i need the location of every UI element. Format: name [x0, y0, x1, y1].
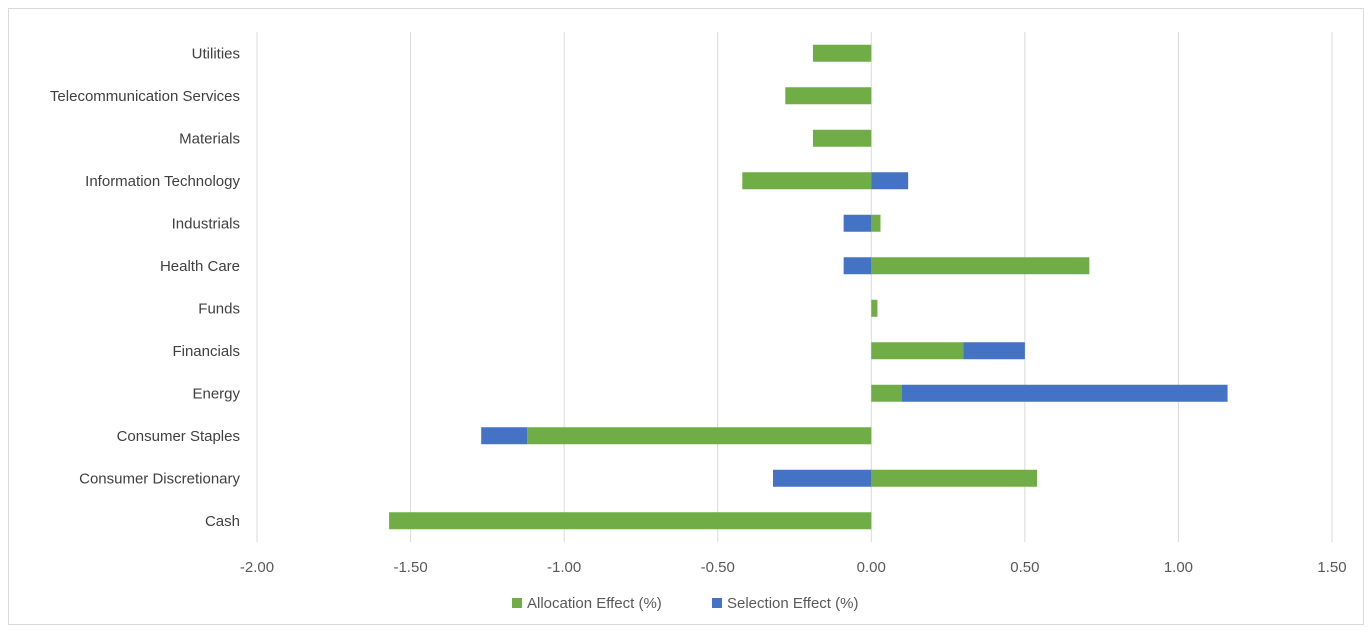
bar-selection-7	[843, 214, 872, 232]
bar-allocation-6	[871, 257, 1090, 275]
category-label: Energy	[192, 385, 240, 402]
x-tick-label: 1.50	[1317, 559, 1346, 576]
category-label: Information Technology	[85, 173, 240, 190]
legend-swatch	[712, 598, 722, 608]
bar-allocation-2	[527, 427, 872, 445]
x-tick-label: 0.00	[857, 559, 886, 576]
bar-allocation-1	[871, 469, 1038, 487]
bar-allocation-11	[812, 44, 872, 62]
category-label: Cash	[205, 513, 240, 530]
legend-label: Allocation Effect (%)	[527, 595, 662, 612]
bar-selection-4	[963, 342, 1025, 360]
bar-selection-6	[843, 257, 872, 275]
bar-allocation-10	[785, 87, 872, 105]
x-tick-label: -0.50	[701, 559, 735, 576]
legend-swatch	[512, 598, 522, 608]
bar-allocation-3	[871, 384, 902, 402]
bar-allocation-4	[871, 342, 964, 360]
category-label: Health Care	[160, 258, 240, 275]
x-tick-label: -1.50	[393, 559, 427, 576]
bar-selection-2	[481, 427, 528, 445]
x-tick-label: 1.00	[1164, 559, 1193, 576]
x-tick-label: 0.50	[1010, 559, 1039, 576]
category-label: Consumer Discretionary	[79, 470, 240, 487]
category-label: Industrials	[172, 215, 240, 232]
bar-selection-3	[902, 384, 1228, 402]
bar-allocation-9	[812, 129, 872, 147]
x-tick-label: -1.00	[547, 559, 581, 576]
bar-selection-8	[871, 172, 909, 190]
bar-allocation-5	[871, 299, 878, 317]
category-label: Financials	[172, 343, 240, 360]
bar-selection-1	[773, 469, 872, 487]
x-tick-label: -2.00	[240, 559, 274, 576]
legend-label: Selection Effect (%)	[727, 595, 858, 612]
category-label: Funds	[198, 300, 240, 317]
category-label: Consumer Staples	[117, 428, 240, 445]
category-label: Utilities	[192, 45, 240, 62]
bar-allocation-8	[742, 172, 872, 190]
bar-allocation-0	[389, 512, 872, 530]
category-label: Materials	[179, 130, 240, 147]
category-label: Telecommunication Services	[50, 88, 240, 105]
bar-allocation-7	[871, 214, 881, 232]
